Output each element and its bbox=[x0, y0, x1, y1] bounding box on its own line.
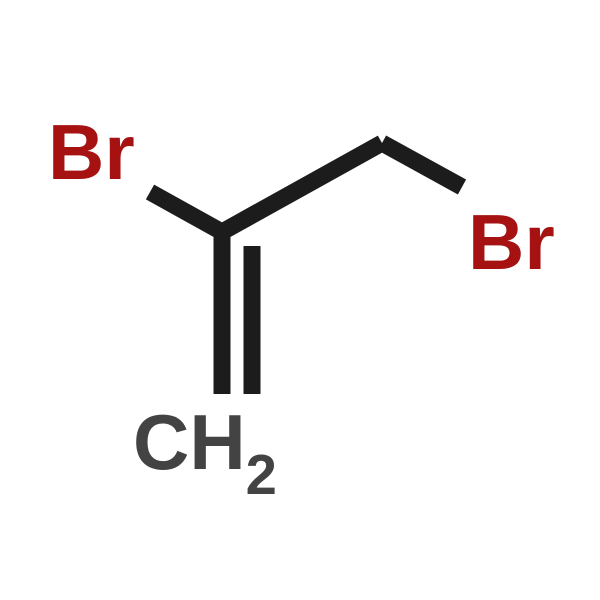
atom-label-br1: Br bbox=[48, 113, 135, 191]
bond bbox=[382, 143, 462, 187]
chemical-structure-canvas: Br Br CH2 bbox=[0, 0, 600, 600]
bond-layer bbox=[0, 0, 600, 600]
bond bbox=[150, 192, 222, 232]
atom-label-br2: Br bbox=[468, 203, 555, 281]
bond bbox=[222, 143, 382, 232]
atom-label-ch2: CH2 bbox=[133, 403, 277, 495]
